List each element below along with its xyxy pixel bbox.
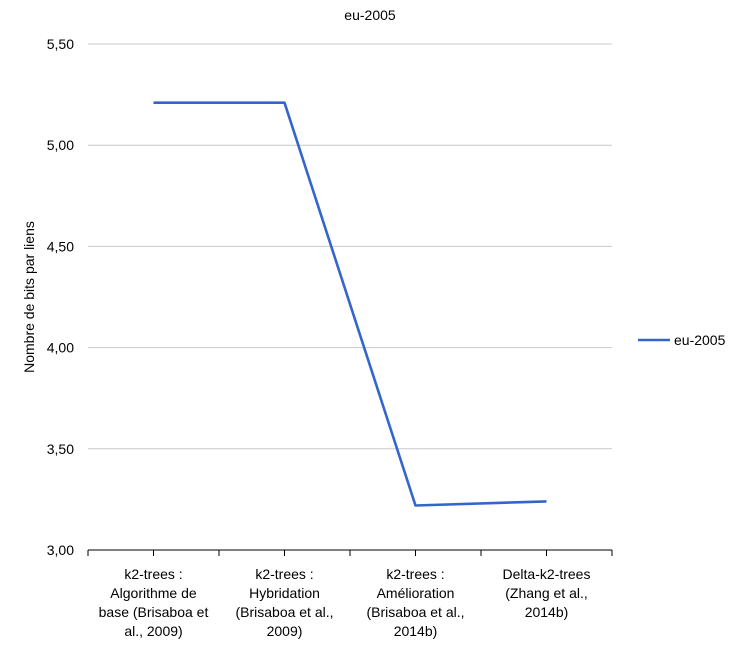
x-tick-label: k2-trees : Hybridation (Brisaboa et al., 20… xyxy=(235,566,333,639)
chart-title: eu-2005 xyxy=(344,7,396,23)
y-tick-label: 5,00 xyxy=(47,137,74,153)
y-tick-label: 4,00 xyxy=(47,340,74,356)
y-axis-title: Nombre de bits par liens xyxy=(21,221,37,373)
x-axis-tick-labels: k2-trees : Algorithme de base (Brisaboa et… xyxy=(99,566,591,639)
x-tick-label: k2-trees : Algorithme de base (Brisaboa et… xyxy=(99,566,209,639)
legend: eu-2005 xyxy=(638,332,726,348)
x-tick-label: k2-trees : Amélioration (Brisaboa et al., 2… xyxy=(366,566,464,639)
y-axis-tick-labels: 3,00 3,50 4,00 4,50 5,00 5,50 xyxy=(47,36,74,558)
y-tick-label: 3,00 xyxy=(47,542,74,558)
x-axis xyxy=(87,549,613,556)
series-lines xyxy=(153,101,547,507)
x-tick-label: Delta-k2-trees (Zhang et al., 2014b) xyxy=(503,566,591,620)
y-tick-label: 3,50 xyxy=(47,441,74,457)
legend-label: eu-2005 xyxy=(674,332,726,348)
series-line-eu-2005 xyxy=(153,101,547,507)
y-tick-label: 5,50 xyxy=(47,36,74,52)
y-tick-label: 4,50 xyxy=(47,238,74,254)
gridlines xyxy=(88,43,612,450)
